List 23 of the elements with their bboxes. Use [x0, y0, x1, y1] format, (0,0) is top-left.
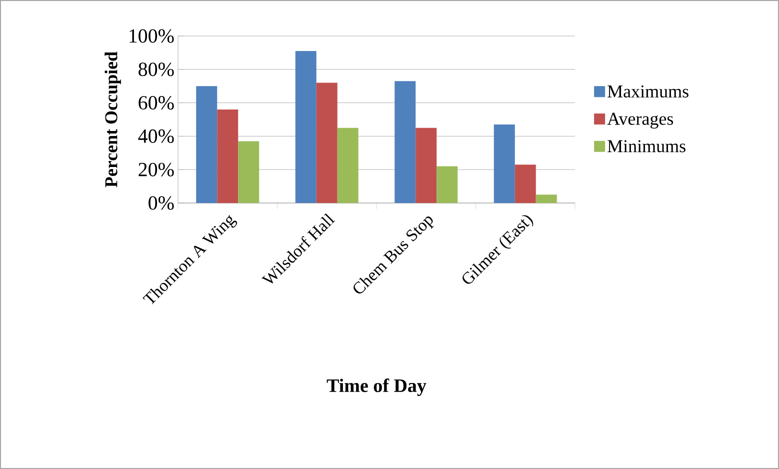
- y-tick-label: 60%: [138, 96, 174, 110]
- bar: [416, 128, 437, 203]
- bar: [217, 109, 238, 203]
- bar: [316, 82, 338, 203]
- y-tick-label: 80%: [138, 62, 174, 76]
- bar: [196, 86, 218, 203]
- y-tick-label: 100%: [130, 29, 174, 43]
- bar: [295, 51, 316, 203]
- bar: [394, 81, 416, 203]
- bar: [238, 141, 260, 203]
- legend-label: Maximums: [608, 85, 688, 98]
- x-axis-title: Time of Day: [326, 378, 426, 396]
- y-axis-title: Percent Occupied: [104, 52, 121, 188]
- legend-label: Minimums: [608, 140, 686, 152]
- bar: [494, 124, 515, 203]
- y-tick-label: 20%: [138, 162, 174, 176]
- legend-label: Averages: [607, 112, 674, 129]
- bar: [436, 166, 458, 203]
- bar: [337, 128, 358, 203]
- y-tick-label: 40%: [138, 129, 174, 143]
- bar: [536, 194, 557, 203]
- bar: [514, 164, 536, 203]
- y-tick-label: 0%: [148, 196, 174, 210]
